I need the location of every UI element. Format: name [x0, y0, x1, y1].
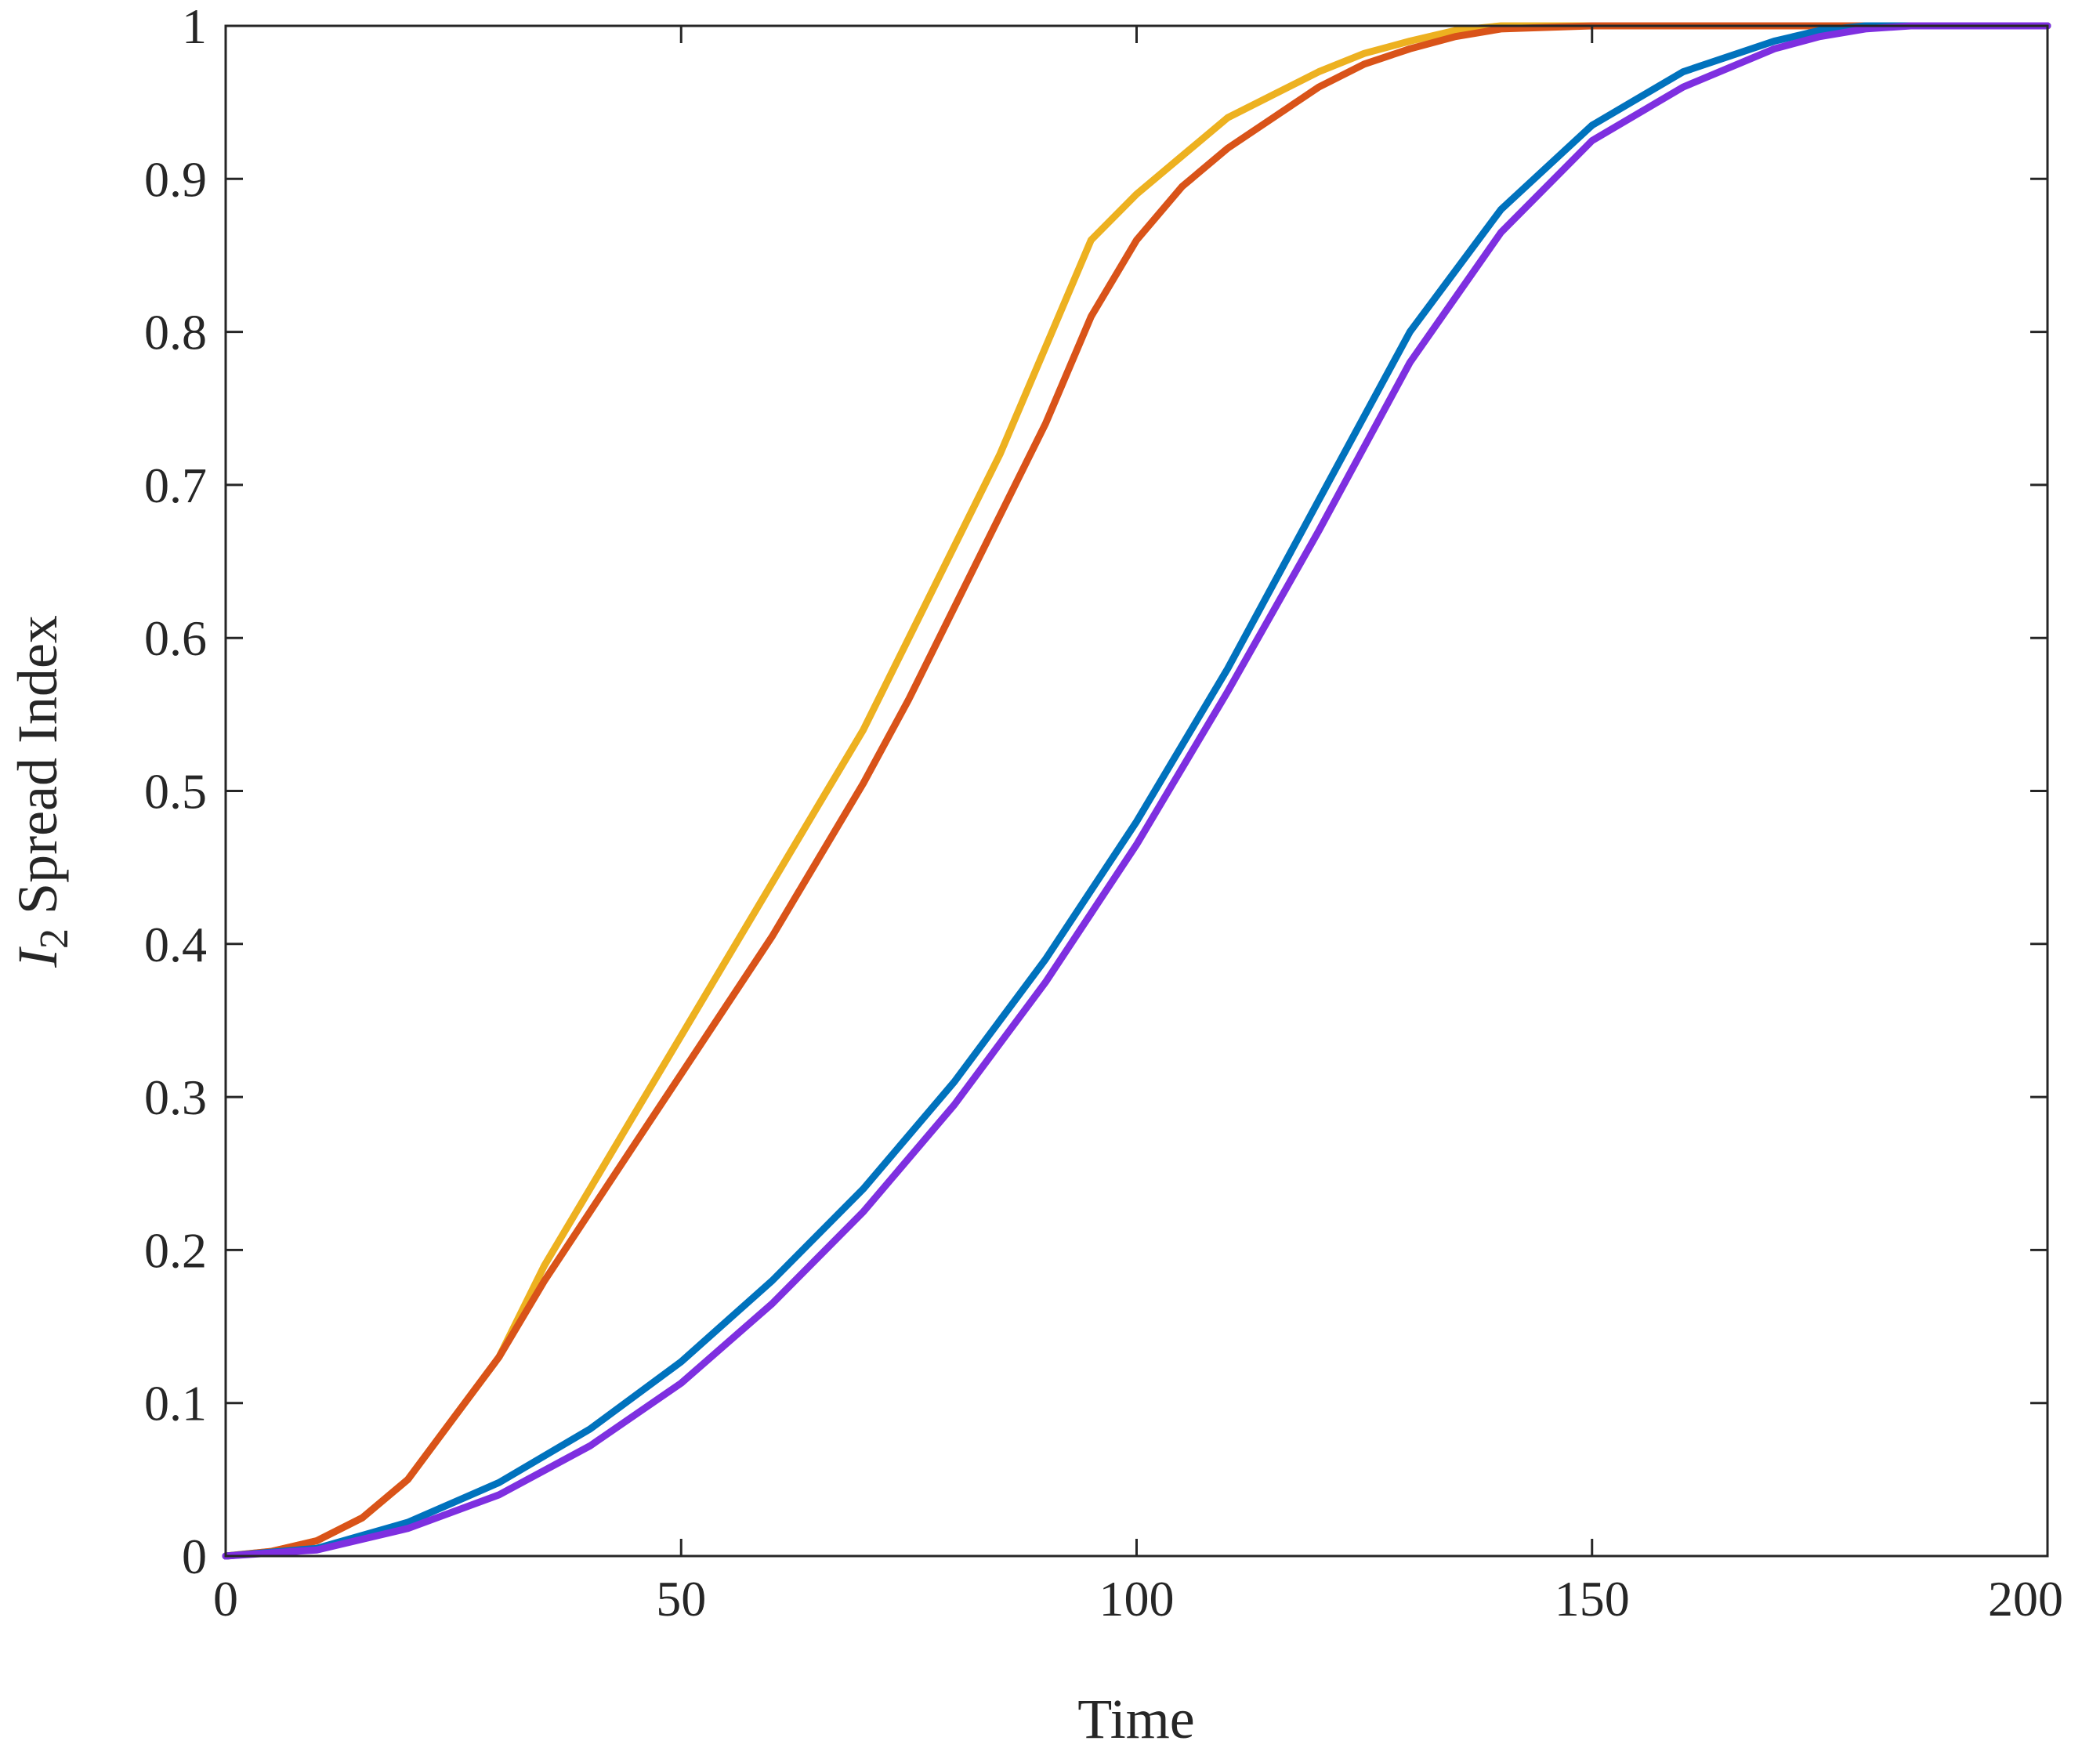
series-line-2	[222, 22, 2051, 1560]
x-tick-label: 150	[1555, 1571, 1630, 1627]
series-line-1	[222, 22, 2051, 1560]
y-tick-label: 0.5	[144, 764, 207, 820]
x-tick-label: 0	[213, 1571, 238, 1627]
plot-frame	[224, 24, 2049, 1558]
y-axis-title: I2 Spread Index	[6, 615, 77, 968]
y-tick-label: 0.6	[144, 610, 207, 666]
y-tick-label: 0.1	[144, 1376, 207, 1431]
y-tick-label: 0.4	[144, 917, 207, 972]
x-tick-labels: 0 50 100 150 200	[213, 1571, 2063, 1627]
y-tick-label: 0.3	[144, 1069, 207, 1125]
y-tick-label: 0.8	[144, 305, 207, 360]
y-tick-labels: 0 0.1 0.2 0.3 0.4 0.5 0.6 0.7 0.8 0.9 1	[144, 0, 207, 1584]
series-layer	[222, 22, 2051, 1560]
y-axis-title-subscript: 2	[32, 928, 77, 949]
x-tick-label: 100	[1099, 1571, 1175, 1627]
y-axis-title-italic: I	[6, 946, 69, 968]
x-axis-title: Time	[1077, 1688, 1194, 1748]
y-tick-label: 0	[182, 1529, 207, 1584]
series-line-4	[222, 22, 2051, 1560]
y-tick-label: 0.9	[144, 151, 207, 207]
series-line-3	[222, 22, 2051, 1560]
y-tick-label: 0.7	[144, 458, 207, 513]
y-tick-label: 1	[182, 0, 207, 54]
y-axis-title-rest: Spread Index	[6, 615, 69, 928]
x-tick-label: 200	[1988, 1571, 2063, 1627]
y-tick-label: 0.2	[144, 1222, 207, 1278]
x-tick-label: 50	[656, 1571, 706, 1627]
tick-layer	[224, 24, 2049, 1558]
